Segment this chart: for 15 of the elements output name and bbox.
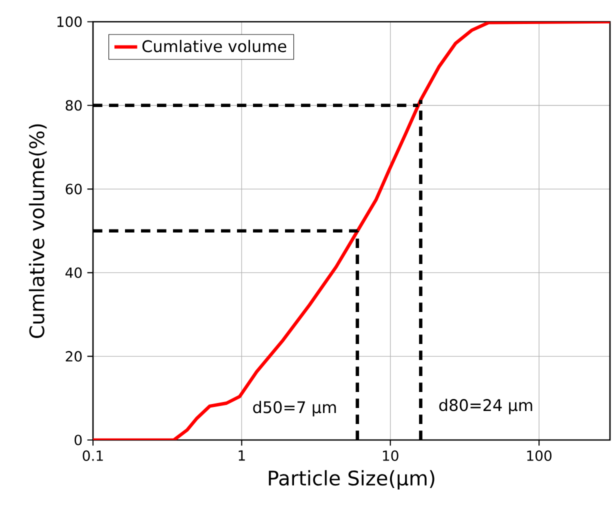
y-tick-label: 20 [66, 351, 82, 362]
x-tick-label: 1 [238, 450, 245, 461]
y-tick-label: 60 [66, 184, 82, 194]
legend-label: Cumlative volume [142, 40, 286, 52]
annotation: d80=24 μm [439, 398, 532, 414]
y-tick-label: 40 [65, 267, 82, 278]
y-tick-label: 80 [66, 100, 82, 111]
y-axis-title: Cumlative volume(%) [28, 124, 47, 338]
x-tick-label: 100 [527, 450, 552, 461]
x-axis-title: Particle Size(μm) [268, 470, 434, 490]
x-tick-label: 0.1 [82, 450, 103, 461]
y-tick-label: 0 [74, 434, 82, 446]
annotation: d50=7 μm [253, 400, 336, 416]
y-tick-label: 100 [57, 16, 82, 28]
x-tick-label: 10 [382, 450, 398, 461]
